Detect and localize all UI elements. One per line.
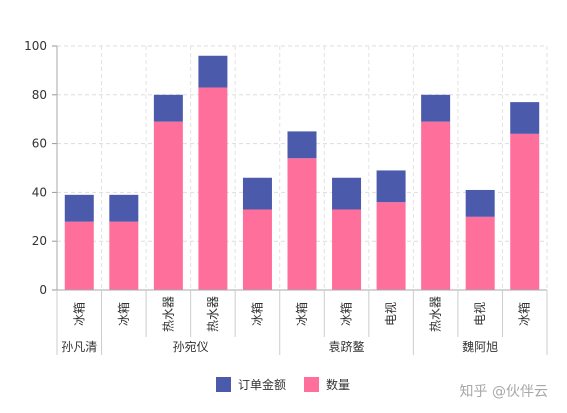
x-tick-label: 冰箱 [294, 302, 309, 326]
y-tick-label: 60 [32, 137, 47, 151]
x-tick-label: 电视 [383, 302, 398, 326]
legend-swatch [216, 377, 231, 392]
y-tick-label: 100 [24, 39, 47, 53]
legend-swatch [304, 377, 319, 392]
legend-item[interactable]: 数量 [304, 377, 350, 392]
bar-quantity[interactable] [153, 121, 183, 290]
bar-order-amount[interactable] [465, 189, 495, 217]
bar-quantity[interactable] [198, 87, 228, 290]
bar-quantity[interactable] [109, 221, 139, 290]
bar-quantity[interactable] [421, 121, 451, 290]
y-tick-label: 40 [32, 185, 47, 199]
bar-quantity[interactable] [64, 221, 94, 290]
bar-quantity[interactable] [376, 202, 406, 290]
x-tick-label: 热水器 [429, 296, 443, 332]
bar-order-amount[interactable] [332, 177, 362, 210]
x-tick-label: 冰箱 [71, 302, 86, 326]
bar-order-amount[interactable] [198, 55, 228, 88]
bars [64, 55, 540, 290]
bar-order-amount[interactable] [153, 94, 183, 122]
legend-item[interactable]: 订单金额 [216, 377, 286, 392]
bar-quantity[interactable] [287, 158, 317, 290]
legend-label: 订单金额 [238, 377, 286, 392]
y-tick-label: 0 [39, 283, 47, 297]
x-tick-label: 热水器 [161, 296, 175, 332]
x-group-label: 魏阿旭 [462, 339, 498, 354]
bar-quantity[interactable] [242, 209, 272, 290]
x-tick-label: 冰箱 [339, 302, 354, 326]
watermark: 知乎 @伙伴云 [460, 383, 548, 400]
x-tick-label: 冰箱 [249, 302, 264, 326]
x-group-label: 袁跻鳌 [329, 339, 365, 354]
bar-order-amount[interactable] [109, 194, 139, 222]
bar-order-amount[interactable] [64, 194, 94, 222]
x-tick-label: 冰箱 [517, 302, 532, 326]
y-tick-label: 20 [32, 234, 47, 248]
bar-order-amount[interactable] [421, 94, 451, 122]
x-tick-label: 热水器 [206, 296, 220, 332]
legend[interactable]: 订单金额 数量 [216, 377, 350, 392]
x-group-label: 孙凡清 [61, 340, 97, 354]
grid [56, 45, 548, 290]
x-tick-label: 电视 [472, 302, 487, 326]
x-group-label: 孙宛仪 [173, 339, 209, 354]
bar-order-amount[interactable] [376, 170, 406, 203]
bar-quantity[interactable] [332, 209, 362, 290]
bar-order-amount[interactable] [242, 177, 272, 210]
y-axis: 0 20 40 60 80 100 [24, 39, 58, 297]
y-tick-label: 80 [32, 88, 47, 102]
legend-label: 数量 [326, 377, 350, 392]
bar-quantity[interactable] [510, 133, 540, 290]
bar-order-amount[interactable] [510, 102, 540, 134]
bar-quantity[interactable] [465, 216, 495, 290]
x-tick-label: 冰箱 [116, 302, 131, 326]
bar-order-amount[interactable] [287, 131, 317, 159]
